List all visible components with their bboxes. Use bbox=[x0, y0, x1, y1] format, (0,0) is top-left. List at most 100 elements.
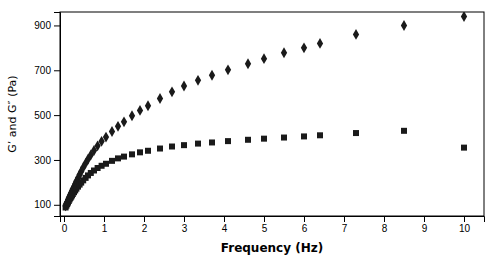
plot-frame bbox=[60, 12, 484, 216]
point bbox=[145, 148, 151, 154]
x-tick-label: 5 bbox=[262, 223, 268, 234]
point bbox=[353, 130, 359, 136]
point bbox=[317, 38, 323, 49]
point bbox=[209, 139, 215, 145]
x-tick-label: 9 bbox=[422, 223, 428, 234]
point bbox=[181, 81, 187, 92]
x-tick-mark bbox=[224, 216, 225, 222]
y-tick-mark bbox=[54, 160, 60, 161]
point bbox=[157, 146, 163, 152]
point bbox=[461, 12, 467, 22]
x-tick-label: 7 bbox=[342, 223, 348, 234]
x-tick: 3 bbox=[182, 216, 188, 234]
point bbox=[317, 132, 323, 138]
y-axis-line bbox=[54, 13, 61, 217]
x-tick-mark bbox=[464, 216, 465, 222]
point bbox=[169, 86, 175, 97]
point bbox=[245, 137, 251, 143]
y-tick-label: 500 bbox=[34, 110, 51, 121]
x-axis-title: Frequency (Hz) bbox=[221, 241, 323, 255]
point bbox=[195, 141, 201, 147]
x-tick-mark bbox=[384, 216, 385, 222]
y-tick: 100 bbox=[34, 199, 60, 210]
x-tick: 1 bbox=[102, 216, 108, 234]
x-tick-mark bbox=[184, 216, 185, 222]
point bbox=[301, 42, 307, 53]
point bbox=[115, 121, 121, 132]
marks bbox=[62, 12, 467, 211]
point bbox=[169, 144, 175, 150]
x-tick: 7 bbox=[342, 216, 348, 234]
y-tick-label: 100 bbox=[34, 199, 51, 210]
y-axis: 100 300 500 700 900 bbox=[34, 13, 60, 217]
point bbox=[137, 149, 143, 155]
y-tick: 900 bbox=[34, 20, 60, 31]
x-tick-label: 2 bbox=[142, 223, 148, 234]
point bbox=[181, 142, 187, 148]
point bbox=[195, 75, 201, 86]
point bbox=[281, 47, 287, 58]
x-tick: 10 bbox=[459, 216, 471, 234]
x-tick: 6 bbox=[302, 216, 308, 234]
point bbox=[281, 135, 287, 141]
x-tick-label: 10 bbox=[459, 223, 471, 234]
x-axis-line bbox=[61, 217, 485, 223]
x-tick: 4 bbox=[222, 216, 228, 234]
x-tick-mark bbox=[424, 216, 425, 222]
x-tick: 2 bbox=[142, 216, 148, 234]
y-tick-mark bbox=[54, 25, 60, 26]
y-tick-mark bbox=[54, 205, 60, 206]
y-tick-mark bbox=[54, 115, 60, 116]
x-tick-label: 0 bbox=[62, 223, 68, 234]
point bbox=[301, 133, 307, 139]
x-tick: 0 bbox=[62, 216, 68, 234]
x-tick-mark bbox=[104, 216, 105, 222]
x-tick-mark bbox=[64, 216, 65, 222]
x-tick-mark bbox=[344, 216, 345, 222]
point bbox=[245, 58, 251, 69]
point bbox=[225, 64, 231, 75]
point bbox=[121, 116, 127, 127]
point bbox=[225, 138, 231, 144]
point bbox=[103, 132, 109, 143]
y-tick-label: 700 bbox=[34, 65, 51, 76]
point bbox=[401, 20, 407, 31]
point bbox=[115, 155, 121, 161]
series-diamond bbox=[62, 12, 467, 211]
y-tick-mark bbox=[54, 70, 60, 71]
x-tick-label: 1 bbox=[102, 223, 108, 234]
x-tick-label: 3 bbox=[182, 223, 188, 234]
chart: 0 1 2 3 4 5 6 7 8 9 10 100 300 500 700 900 Frequency (Hz… bbox=[0, 0, 500, 260]
x-axis: 0 1 2 3 4 5 6 7 8 9 10 bbox=[61, 216, 485, 234]
x-tick-mark bbox=[264, 216, 265, 222]
point bbox=[353, 29, 359, 40]
point bbox=[401, 128, 407, 134]
x-tick: 8 bbox=[382, 216, 388, 234]
x-tick-label: 6 bbox=[302, 223, 308, 234]
point bbox=[103, 161, 109, 167]
point bbox=[461, 145, 467, 151]
point bbox=[209, 70, 215, 81]
x-tick-label: 8 bbox=[382, 223, 388, 234]
y-axis-title: G’ and G″ (Pa) bbox=[6, 75, 19, 152]
x-tick-mark bbox=[144, 216, 145, 222]
point bbox=[157, 93, 163, 104]
plot: 0 1 2 3 4 5 6 7 8 9 10 100 300 500 700 900 bbox=[34, 11, 484, 234]
point bbox=[145, 100, 151, 111]
point bbox=[137, 105, 143, 116]
point bbox=[121, 154, 127, 160]
y-tick-label: 300 bbox=[34, 155, 51, 166]
point bbox=[109, 126, 115, 137]
x-tick-mark bbox=[304, 216, 305, 222]
y-tick: 700 bbox=[34, 65, 60, 76]
series-square bbox=[63, 128, 467, 211]
x-tick: 9 bbox=[422, 216, 428, 234]
point bbox=[261, 136, 267, 142]
point bbox=[261, 53, 267, 64]
point bbox=[129, 110, 135, 121]
point bbox=[129, 151, 135, 157]
y-tick: 300 bbox=[34, 155, 60, 166]
x-tick-label: 4 bbox=[222, 223, 228, 234]
y-tick: 500 bbox=[34, 110, 60, 121]
point bbox=[109, 158, 115, 164]
